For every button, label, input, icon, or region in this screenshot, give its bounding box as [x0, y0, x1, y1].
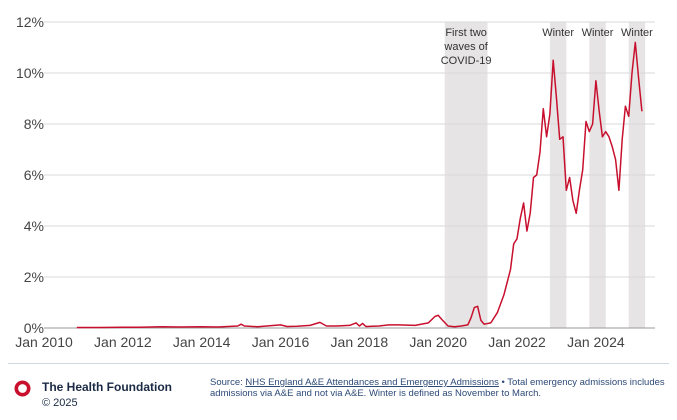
x-tick-label-0: Jan 2010: [15, 334, 73, 350]
y-tick-label-0: 0%: [24, 320, 44, 336]
source-link[interactable]: NHS England A&E Attendances and Emergenc…: [245, 377, 499, 388]
health-foundation-logo-icon: [14, 380, 31, 397]
x-tick-label-5: Jan 2020: [409, 334, 467, 350]
shaded-period-label-3-0: Winter: [621, 27, 653, 39]
source-note: Source: NHS England A&E Attendances and …: [210, 377, 668, 399]
shaded-period-label-1-0: Winter: [542, 27, 574, 39]
y-tick-label-6: 12%: [16, 14, 44, 30]
copyright: © 2025: [42, 397, 78, 409]
y-tick-label-3: 6%: [24, 167, 44, 183]
x-axis-tick-labels: Jan 2010 Jan 2012 Jan 2014 Jan 2016 Jan 2018…: [15, 334, 625, 350]
footer: The Health Foundation © 2025 Source: NHS…: [14, 374, 669, 418]
org-name: The Health Foundation: [42, 380, 172, 394]
x-tick-label-3: Jan 2016: [252, 334, 310, 350]
shaded-period-labels: First two waves of COVID-19 Winter Winter Win…: [441, 27, 653, 67]
shaded-period-label-0-1: waves of: [443, 41, 488, 53]
x-tick-label-2: Jan 2014: [173, 334, 231, 350]
y-tick-label-2: 4%: [24, 218, 44, 234]
shaded-period-label-0-0: First two: [445, 27, 487, 39]
series-line-0: [76, 41, 643, 329]
line-chart: 0%2%4%6%8%10%12% Jan 2010 Jan 2012 Jan 201…: [15, 14, 655, 350]
source-description: • Total emergency admissions includes ad…: [210, 377, 665, 399]
source-prefix: Source:: [210, 377, 246, 388]
shaded-period-label-2-0: Winter: [582, 27, 614, 39]
x-tick-label-1: Jan 2012: [94, 334, 152, 350]
x-tick-label-7: Jan 2024: [567, 334, 625, 350]
x-tick-label-4: Jan 2018: [331, 334, 389, 350]
y-tick-label-5: 10%: [16, 65, 44, 81]
y-tick-label-1: 2%: [24, 269, 44, 285]
footer-divider: [8, 363, 669, 364]
shaded-period-label-0-2: COVID-19: [441, 55, 492, 67]
y-axis-tick-labels: 0% 2% 4% 6% 8% 10% 12%: [16, 14, 44, 336]
series-group: [76, 41, 643, 329]
y-tick-label-4: 8%: [24, 116, 44, 132]
x-tick-label-6: Jan 2022: [488, 334, 546, 350]
